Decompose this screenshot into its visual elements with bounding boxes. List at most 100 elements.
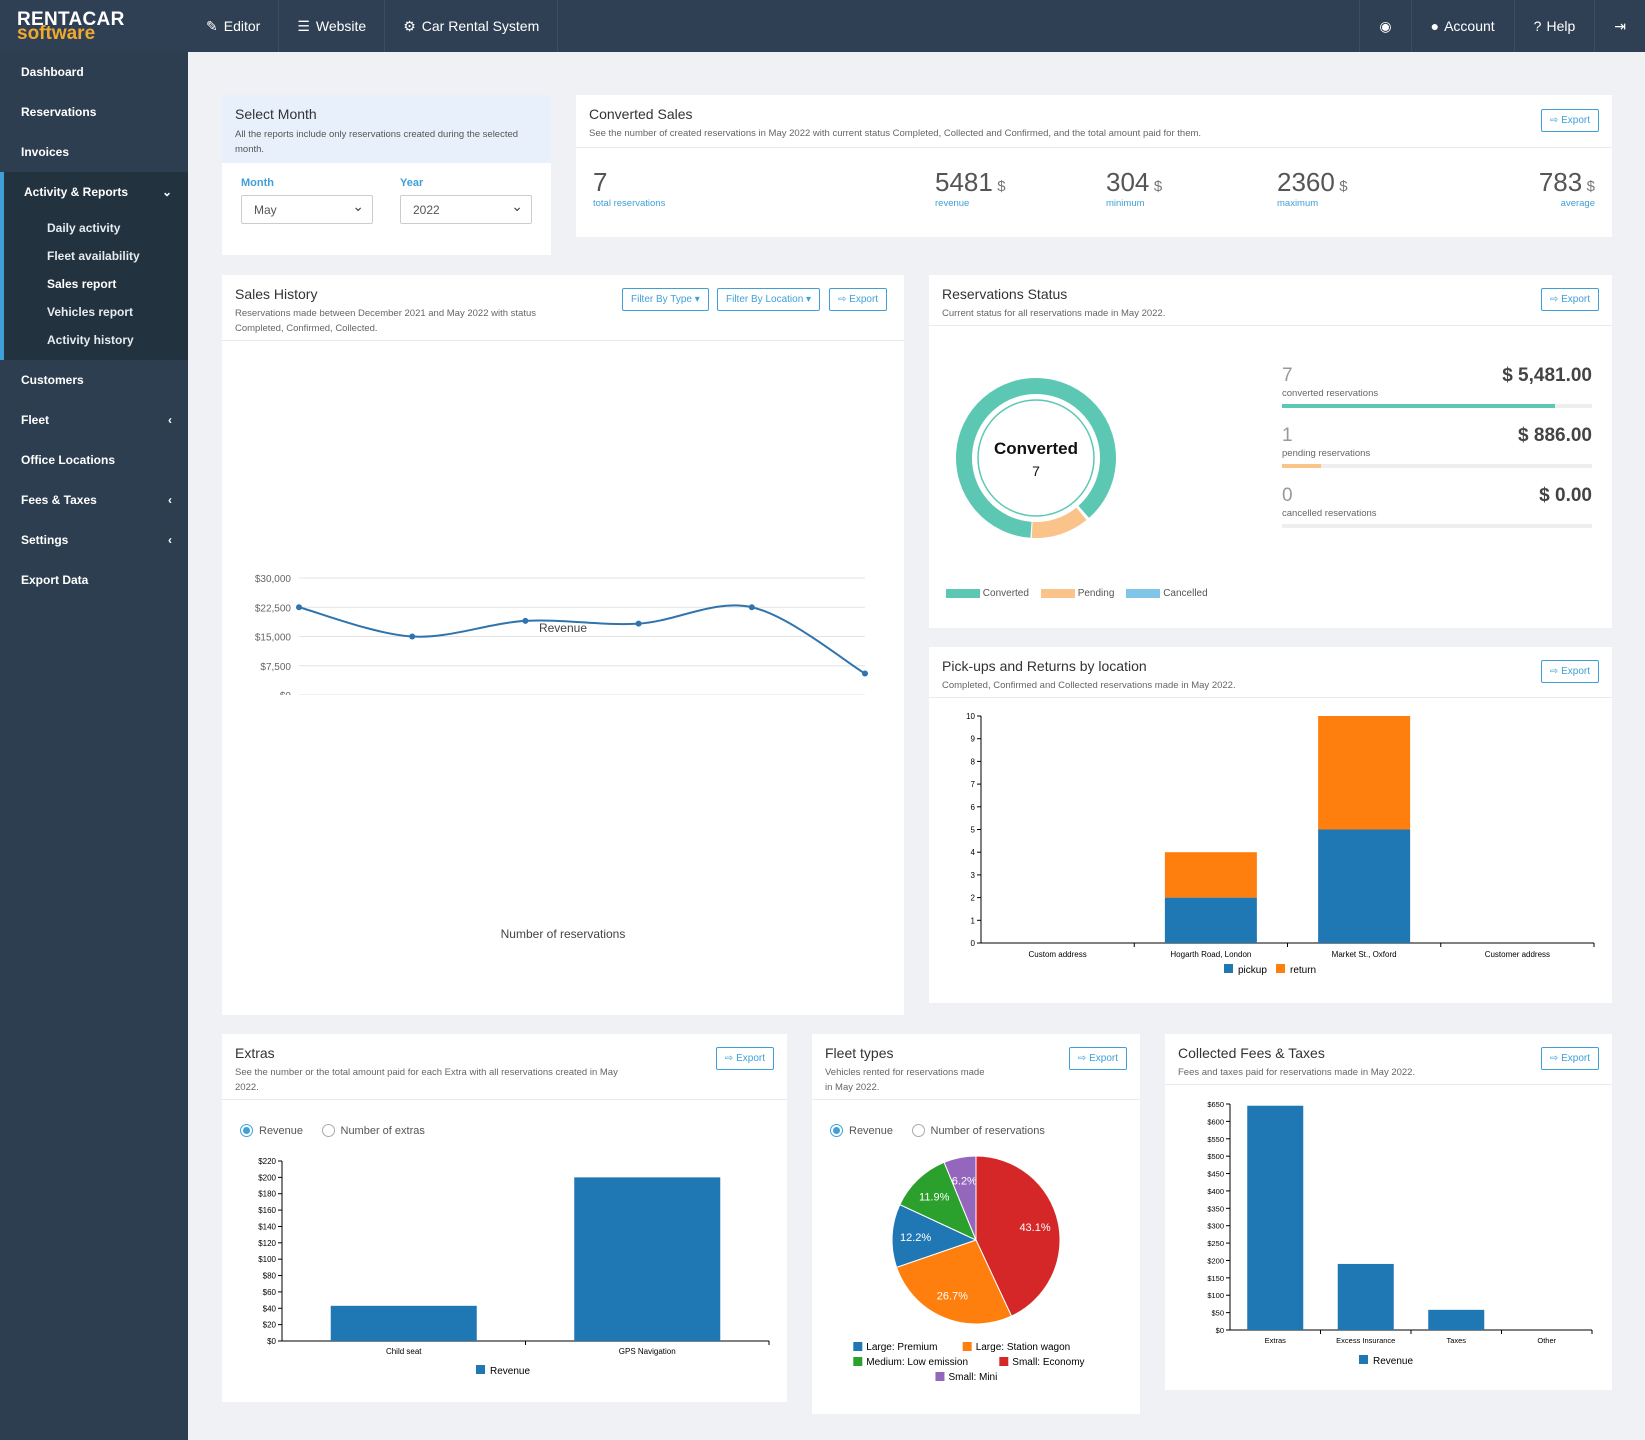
x-tick-label: Child seat [386,1347,422,1356]
export-button[interactable]: ⇨ Export [1540,1047,1599,1070]
kpi-label: total reservations [593,198,666,209]
legend-cancelled: Cancelled [1126,588,1208,599]
kpi-unit: $ [997,178,1006,195]
month-select[interactable]: May [241,195,373,224]
donut-converted-arc [956,378,1116,538]
year-select[interactable]: 2022 [400,195,532,224]
status-row-pending: 1 $ 886.00 pending reservations [1282,425,1592,468]
panel-description: Fees and taxes paid for reservations mad… [1178,1067,1416,1078]
account-button[interactable]: ● Account [1410,0,1514,52]
sidebar-item-dashboard[interactable]: Dashboard [0,52,188,92]
extras-radio-group: Revenue Number of extras [240,1122,439,1140]
legend-swatch [1040,588,1075,598]
export-button[interactable]: ⇨ Export [829,288,888,311]
export-icon: ⇨ [1549,294,1562,305]
status-label: pending reservations [1282,448,1371,459]
legend-swatch [999,1357,1009,1366]
donut-value: 7 [1032,463,1040,479]
sidebar-item-activity-reports[interactable]: Activity & Reports ⌄ [0,172,188,212]
help-button[interactable]: ? Help [1513,0,1595,52]
status-donut-chart: Converted 7 [956,378,1116,538]
nav-editor[interactable]: ✎ Editor [188,0,280,52]
y-tick-label: $100 [1207,1291,1224,1300]
sidebar-submenu: Daily activity Fleet availability Sales … [0,212,188,360]
y-tick-label: 7 [971,780,976,789]
y-tick-label: $200 [1207,1256,1224,1265]
kpi-value: 304 [1106,167,1150,197]
reservations-line-chart: 022.54567.590DecemberJanuaryFebruaryMarc… [222,715,904,915]
y-tick-label: $350 [1207,1204,1224,1213]
sidebar-item-export-data[interactable]: Export Data [0,560,188,600]
sidebar-subitem-sales-report[interactable]: Sales report [4,270,188,298]
filter-by-location-button[interactable]: Filter By Location ▾ [717,288,821,311]
export-button[interactable]: ⇨ Export [1540,660,1599,683]
sidebar-item-customers[interactable]: Customers [0,360,188,400]
export-button[interactable]: ⇨ Export [1540,288,1599,311]
y-tick-label: 2 [971,894,976,903]
legend-swatch [946,588,980,598]
sidebar-subitem-fleet-availability[interactable]: Fleet availability [4,242,188,270]
export-icon: ⇨ [1077,1053,1090,1064]
radio-number-of-extras[interactable] [321,1124,335,1138]
panel-title: Reservations Status [942,286,1068,302]
export-button[interactable]: ⇨ Export [715,1047,774,1070]
chevron-left-icon: ‹ [168,533,172,547]
legend-swatch [935,1372,945,1381]
sidebar-sublabel: Fleet availability [47,249,140,263]
sidebar-subitem-activity-history[interactable]: Activity history [4,326,188,354]
export-label: Export [1561,294,1590,305]
y-tick-label: $40 [263,1304,277,1313]
status-amount: $ 886.00 [1518,425,1592,446]
sidebar-item-settings[interactable]: Settings ‹ [0,520,188,560]
logout-button[interactable]: ⇥ [1594,0,1645,52]
legend-swatch [476,1365,485,1374]
sidebar-item-reservations[interactable]: Reservations [0,92,188,132]
sidebar-item-fleet[interactable]: Fleet ‹ [0,400,188,440]
export-button[interactable]: ⇨ Export [1540,109,1599,132]
panel-title: Collected Fees & Taxes [1178,1045,1325,1061]
sidebar-sublabel: Vehicles report [47,305,134,319]
sidebar-label: Reservations [21,105,97,119]
export-button[interactable]: ⇨ Export [1068,1047,1127,1070]
radio-revenue[interactable] [830,1124,843,1138]
status-count: 0 [1282,485,1293,506]
list-icon: ☰ [297,17,310,34]
pie-slice [975,1155,1061,1317]
nav-website[interactable]: ☰ Website [279,0,386,52]
nav-car-rental-system[interactable]: ⚙ Car Rental System [385,0,559,52]
y-tick-label: 6 [971,803,976,812]
extras-panel: Extras See the number or the total amoun… [222,1034,787,1402]
legend-label: Pending [1077,588,1115,599]
status-count: 7 [1282,365,1293,386]
sidebar-item-office-locations[interactable]: Office Locations [0,440,188,480]
x-tick-label: Other [1537,1336,1556,1345]
y-tick-label: 4 [971,848,976,857]
sidebar-label: Activity & Reports [24,185,129,199]
brand-logo[interactable]: RENTACAR software [0,0,188,52]
preview-button[interactable]: ◉ [1359,0,1410,52]
revenue-line-chart: $0$7,500$15,000$22,500$30,000DecemberJan… [255,574,868,695]
status-row-converted: 7 $ 5,481.00 converted reservations [1282,365,1592,408]
y-tick-label: 10 [966,712,975,721]
y-tick-label: $22,500 [255,603,292,614]
sidebar: Dashboard Reservations Invoices Activity… [0,52,188,1440]
radio-revenue[interactable] [240,1124,253,1138]
sidebar-item-invoices[interactable]: Invoices [0,132,188,172]
bar [574,1177,721,1341]
y-tick-label: 5 [971,826,976,835]
sidebar-subitem-vehicles-report[interactable]: Vehicles report [4,298,188,326]
radio-number-of-reservations[interactable] [911,1124,925,1138]
sidebar-item-fees-taxes[interactable]: Fees & Taxes ‹ [0,480,188,520]
legend-swatch [853,1357,863,1366]
select-month-panel: Select Month All the reports include onl… [222,95,551,255]
kpi-maximum: 2360 $ maximum [1277,167,1348,209]
bar-return [1164,852,1257,898]
y-tick-label: $600 [1207,1117,1224,1126]
data-point [409,633,416,640]
y-tick-label: $500 [1207,1152,1224,1161]
filter-by-type-button[interactable]: Filter By Type ▾ [622,288,709,311]
legend-label: Cancelled [1163,588,1208,599]
y-tick-label: 1 [971,916,976,925]
sidebar-subitem-daily-activity[interactable]: Daily activity [4,214,188,242]
y-tick-label: $250 [1207,1239,1224,1248]
